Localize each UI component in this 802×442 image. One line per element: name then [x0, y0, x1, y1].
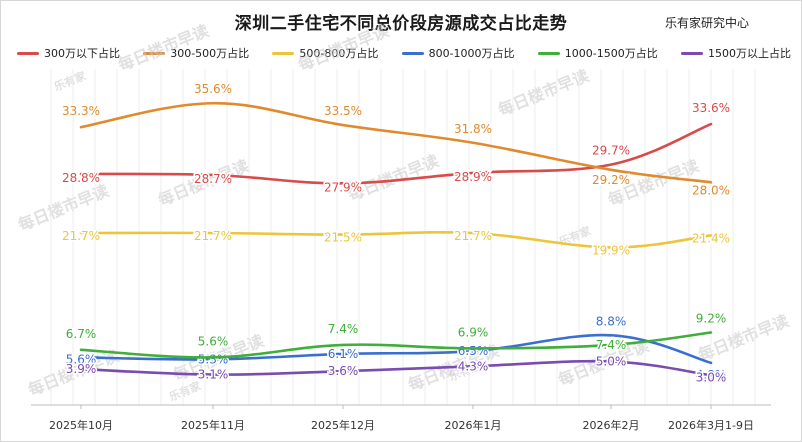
series-2: 33.3% 35.6% 33.5% 31.8% 29.2% 28.0%: [60, 81, 731, 199]
watermark-text: 每日楼市早读: [495, 66, 591, 120]
watermark-logo: 乐有家: [167, 378, 204, 404]
series-1: 28.8% 28.7% 27.9% 28.9% 29.7% 33.6%: [60, 100, 731, 196]
watermark-text: 每日楼市早读: [15, 181, 111, 235]
data-label: 5.6%: [198, 334, 229, 348]
data-label: 21.4%: [692, 231, 730, 245]
data-label: 6.9%: [458, 325, 489, 339]
series-3: 21.7% 21.7% 21.5% 21.7% 19.9% 21.4%: [60, 228, 731, 259]
legend-swatch: [680, 51, 703, 55]
legend-item: 300-500万占比: [143, 45, 249, 61]
watermark-logo: 乐有家: [52, 68, 89, 94]
data-label: 3.0%: [696, 370, 727, 384]
legend-label: 300万以下占比: [44, 47, 120, 60]
data-label: 7.4%: [596, 338, 627, 352]
data-label: 28.0%: [692, 183, 730, 197]
legend-item: 300万以下占比: [17, 45, 120, 61]
series-line: [79, 230, 713, 249]
data-label: 21.7%: [194, 229, 232, 243]
data-label: 27.9%: [324, 180, 362, 194]
data-label: 21.5%: [324, 231, 362, 245]
watermark-text: 每日楼市早读: [295, 21, 391, 75]
data-label: 5.0%: [596, 355, 627, 369]
data-label: 35.6%: [194, 82, 232, 96]
series-4: 5.6% 5.3% 6.1% 6.5%8.8%4.8%: [64, 313, 728, 384]
legend-label: 1500万以上占比: [707, 47, 791, 60]
legend-item: 800-1000万占比: [401, 45, 515, 61]
legend-item: 500-800万占比: [272, 45, 378, 61]
data-label: 4.3%: [458, 359, 489, 373]
series-5: 6.7% 5.6% 7.4% 6.9% 7.4% 9.2%: [64, 310, 728, 359]
series-line: [79, 333, 713, 365]
data-label: 29.2%: [592, 173, 630, 187]
data-label: 29.7%: [592, 144, 630, 158]
series-line: [79, 331, 713, 359]
data-label: 6.5%: [458, 344, 489, 358]
data-label: 3.9%: [66, 362, 97, 376]
legend-label: 300-500万占比: [170, 47, 250, 60]
series-line: [79, 359, 713, 377]
x-tick-label: 2025年11月: [181, 418, 245, 432]
legend-swatch: [537, 51, 560, 55]
x-tick-label: 2025年12月: [311, 418, 375, 432]
data-label: 33.5%: [324, 104, 362, 118]
data-label: 3.6%: [328, 364, 359, 378]
data-label: 7.4%: [328, 322, 359, 336]
data-label: 6.1%: [328, 347, 359, 361]
legend-swatch: [401, 51, 424, 55]
data-label: 5.6%: [66, 352, 97, 366]
data-label: 3.1%: [198, 368, 229, 382]
data-label: 31.8%: [454, 122, 492, 136]
data-label: 8.8%: [596, 314, 627, 328]
legend-swatch: [17, 51, 39, 55]
data-label: 21.7%: [62, 229, 100, 243]
watermark-text: 每日楼市早读: [115, 21, 211, 75]
series-line: [79, 101, 713, 184]
data-label: 6.7%: [66, 327, 97, 341]
x-tick-label: 2026年1月: [445, 418, 502, 432]
legend-swatch: [272, 51, 295, 55]
data-label: 9.2%: [696, 312, 727, 326]
x-tick-label: 2025年10月: [49, 418, 113, 432]
data-label: 5.3%: [198, 352, 229, 366]
data-label: 28.8%: [62, 171, 100, 185]
legend-item: 1500万以上占比: [680, 45, 791, 61]
data-label: 21.7%: [454, 229, 492, 243]
data-label: 33.3%: [62, 104, 100, 118]
chart-source: 乐有家研究中心: [664, 16, 749, 30]
data-label: 19.9%: [592, 243, 630, 257]
legend-swatch: [143, 51, 166, 55]
legend-label: 800-1000万占比: [428, 47, 515, 60]
x-tick-label: 2026年3月1-9日: [668, 418, 754, 432]
data-label: 28.9%: [454, 170, 492, 184]
data-label: 33.6%: [692, 101, 730, 115]
series-6: 3.9% 3.1% 3.6% 4.3% 5.0% 3.0%: [64, 353, 728, 386]
legend-item: 1000-1500万占比: [537, 45, 658, 61]
chart-title: 深圳二手住宅不同总价段房源成交占比走势: [234, 14, 568, 34]
data-label: 28.7%: [194, 172, 232, 186]
legend-label: 1000-1500万占比: [564, 47, 658, 60]
x-tick-label: 2026年2月: [583, 418, 640, 432]
chart-legend: 300万以下占比 300-500万占比 500-800万占比 800-1000万…: [17, 45, 791, 61]
series-line: [79, 122, 713, 185]
legend-label: 500-800万占比: [299, 47, 379, 60]
